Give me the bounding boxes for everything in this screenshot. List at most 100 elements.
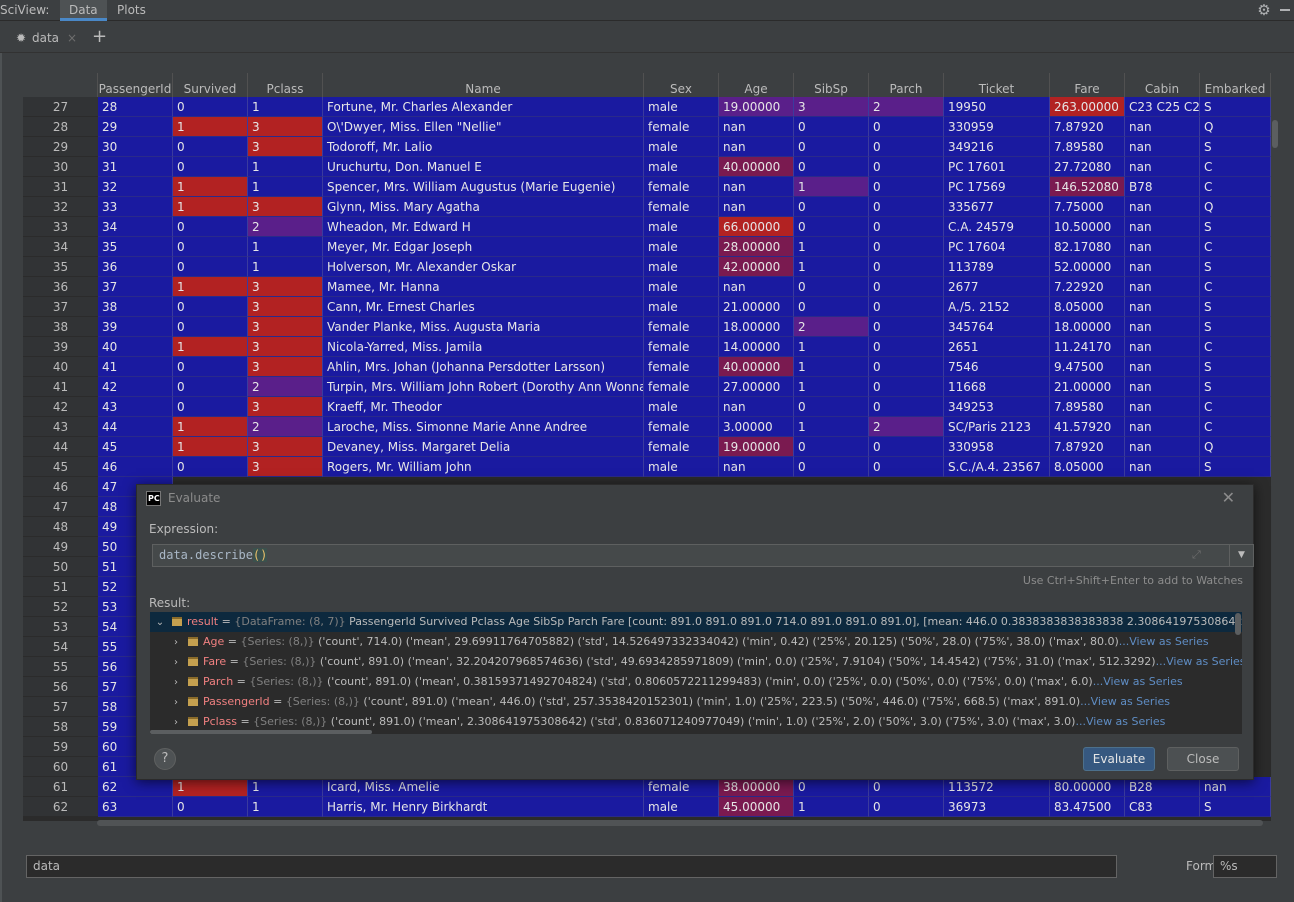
table-cell[interactable]: 0 bbox=[794, 217, 869, 237]
table-cell[interactable]: 19950 bbox=[944, 97, 1050, 117]
table-cell[interactable]: 41.57920 bbox=[1050, 417, 1125, 437]
table-cell[interactable]: C bbox=[1200, 417, 1271, 437]
table-cell[interactable]: female bbox=[644, 377, 719, 397]
table-cell[interactable]: 45 bbox=[98, 437, 173, 457]
table-cell[interactable]: Laroche, Miss. Simonne Marie Anne Andree bbox=[323, 417, 644, 437]
table-cell[interactable]: 52.00000 bbox=[1050, 257, 1125, 277]
table-cell[interactable]: 335677 bbox=[944, 197, 1050, 217]
table-cell[interactable]: 1 bbox=[794, 177, 869, 197]
table-cell[interactable]: Nicola-Yarred, Miss. Jamila bbox=[323, 337, 644, 357]
table-cell[interactable]: nan bbox=[1125, 237, 1200, 257]
table-cell[interactable]: 40 bbox=[98, 337, 173, 357]
tree-node[interactable]: › Age = {Series: (8,)} ('count', 714.0) (… bbox=[150, 632, 1242, 652]
table-cell[interactable]: 38.00000 bbox=[719, 777, 794, 797]
table-cell[interactable]: 11.24170 bbox=[1050, 337, 1125, 357]
table-cell[interactable]: 1 bbox=[794, 797, 869, 817]
help-button[interactable]: ? bbox=[154, 748, 176, 770]
table-cell[interactable]: 0 bbox=[869, 217, 944, 237]
table-cell[interactable]: 2 bbox=[248, 417, 323, 437]
view-as-link[interactable]: ...View as Series bbox=[1080, 695, 1171, 708]
table-cell[interactable]: S bbox=[1200, 377, 1271, 397]
table-cell[interactable]: C23 C25 C27 bbox=[1125, 97, 1200, 117]
table-cell[interactable]: 345764 bbox=[944, 317, 1050, 337]
evaluate-button[interactable]: Evaluate bbox=[1083, 747, 1155, 771]
table-row[interactable]: 39 40 1 3 Nicola-Yarred, Miss. Jamila female 1… bbox=[23, 337, 1271, 357]
table-cell[interactable]: nan bbox=[1125, 357, 1200, 377]
table-cell[interactable]: 0 bbox=[869, 177, 944, 197]
close-tab-icon[interactable]: × bbox=[67, 31, 78, 45]
table-cell[interactable]: 18.00000 bbox=[719, 317, 794, 337]
table-cell[interactable]: 0 bbox=[794, 777, 869, 797]
table-cell[interactable]: nan bbox=[719, 457, 794, 477]
table-cell[interactable]: 28.00000 bbox=[719, 237, 794, 257]
table-cell[interactable]: S bbox=[1200, 297, 1271, 317]
table-cell[interactable]: 263.00000 bbox=[1050, 97, 1125, 117]
table-row[interactable]: 62 63 0 1 Harris, Mr. Henry Birkhardt male 45.… bbox=[23, 797, 1271, 817]
table-cell[interactable]: 330959 bbox=[944, 117, 1050, 137]
expand-arrow-icon[interactable]: › bbox=[174, 657, 178, 668]
table-cell[interactable]: Icard, Miss. Amelie bbox=[323, 777, 644, 797]
column-header[interactable]: Ticket bbox=[944, 73, 1050, 97]
table-cell[interactable]: 0 bbox=[869, 777, 944, 797]
gear-icon[interactable]: ⚙ bbox=[1257, 1, 1271, 19]
table-cell[interactable]: 7.22920 bbox=[1050, 277, 1125, 297]
table-cell[interactable]: 0 bbox=[869, 317, 944, 337]
table-cell[interactable]: Devaney, Miss. Margaret Delia bbox=[323, 437, 644, 457]
tab-data[interactable]: Data bbox=[60, 0, 107, 21]
table-cell[interactable]: female bbox=[644, 337, 719, 357]
table-cell[interactable]: 0 bbox=[869, 237, 944, 257]
table-cell[interactable]: 2677 bbox=[944, 277, 1050, 297]
table-cell[interactable]: 46 bbox=[98, 457, 173, 477]
table-cell[interactable]: S bbox=[1200, 457, 1271, 477]
table-cell[interactable]: nan bbox=[1125, 217, 1200, 237]
table-cell[interactable]: 0 bbox=[869, 357, 944, 377]
table-cell[interactable]: C bbox=[1200, 237, 1271, 257]
table-cell[interactable]: 1 bbox=[794, 337, 869, 357]
table-cell[interactable]: 0 bbox=[794, 277, 869, 297]
table-cell[interactable]: C bbox=[1200, 277, 1271, 297]
table-cell[interactable]: 42.00000 bbox=[719, 257, 794, 277]
table-cell[interactable]: male bbox=[644, 97, 719, 117]
table-cell[interactable]: 82.17080 bbox=[1050, 237, 1125, 257]
column-header[interactable]: Name bbox=[323, 73, 644, 97]
expand-arrow-icon[interactable]: › bbox=[174, 717, 178, 728]
table-cell[interactable]: male bbox=[644, 257, 719, 277]
table-cell[interactable]: 7.89580 bbox=[1050, 397, 1125, 417]
table-cell[interactable]: 3 bbox=[248, 137, 323, 157]
column-header[interactable]: PassengerId bbox=[98, 73, 173, 97]
table-cell[interactable]: nan bbox=[719, 397, 794, 417]
table-cell[interactable]: PC 17601 bbox=[944, 157, 1050, 177]
table-cell[interactable]: female bbox=[644, 197, 719, 217]
add-tab-icon[interactable]: + bbox=[92, 26, 108, 47]
table-cell[interactable]: 3 bbox=[248, 457, 323, 477]
expand-arrow-icon[interactable]: › bbox=[174, 637, 178, 648]
table-cell[interactable]: Q bbox=[1200, 117, 1271, 137]
table-cell[interactable]: 43 bbox=[98, 397, 173, 417]
view-as-link[interactable]: ...View as Series bbox=[1118, 635, 1209, 648]
table-cell[interactable]: Cann, Mr. Ernest Charles bbox=[323, 297, 644, 317]
table-cell[interactable]: male bbox=[644, 457, 719, 477]
column-header[interactable]: Sex bbox=[644, 73, 719, 97]
expression-input[interactable]: data.describe() bbox=[152, 544, 1229, 567]
table-cell[interactable]: 2 bbox=[248, 377, 323, 397]
table-row[interactable]: 36 37 1 3 Mamee, Mr. Hanna male nan 0 0 2677 7.229… bbox=[23, 277, 1271, 297]
table-cell[interactable]: nan bbox=[719, 197, 794, 217]
table-cell[interactable]: B28 bbox=[1125, 777, 1200, 797]
table-cell[interactable]: 0 bbox=[869, 277, 944, 297]
table-cell[interactable]: 40.00000 bbox=[719, 357, 794, 377]
table-cell[interactable]: 3 bbox=[248, 437, 323, 457]
table-row[interactable]: 31 32 1 1 Spencer, Mrs. William Augustus (Ma… bbox=[23, 177, 1271, 197]
table-cell[interactable]: 0 bbox=[869, 197, 944, 217]
table-cell[interactable]: 0 bbox=[869, 337, 944, 357]
table-cell[interactable]: 27.00000 bbox=[719, 377, 794, 397]
table-cell[interactable]: 1 bbox=[248, 777, 323, 797]
table-cell[interactable]: 0 bbox=[173, 137, 248, 157]
table-cell[interactable]: 0 bbox=[869, 137, 944, 157]
result-horizontal-scroll[interactable] bbox=[150, 730, 372, 734]
table-cell[interactable]: 0 bbox=[173, 97, 248, 117]
table-cell[interactable]: 1 bbox=[173, 417, 248, 437]
table-cell[interactable]: Vander Planke, Miss. Augusta Maria bbox=[323, 317, 644, 337]
table-cell[interactable]: 28 bbox=[98, 97, 173, 117]
table-cell[interactable]: 32 bbox=[98, 177, 173, 197]
